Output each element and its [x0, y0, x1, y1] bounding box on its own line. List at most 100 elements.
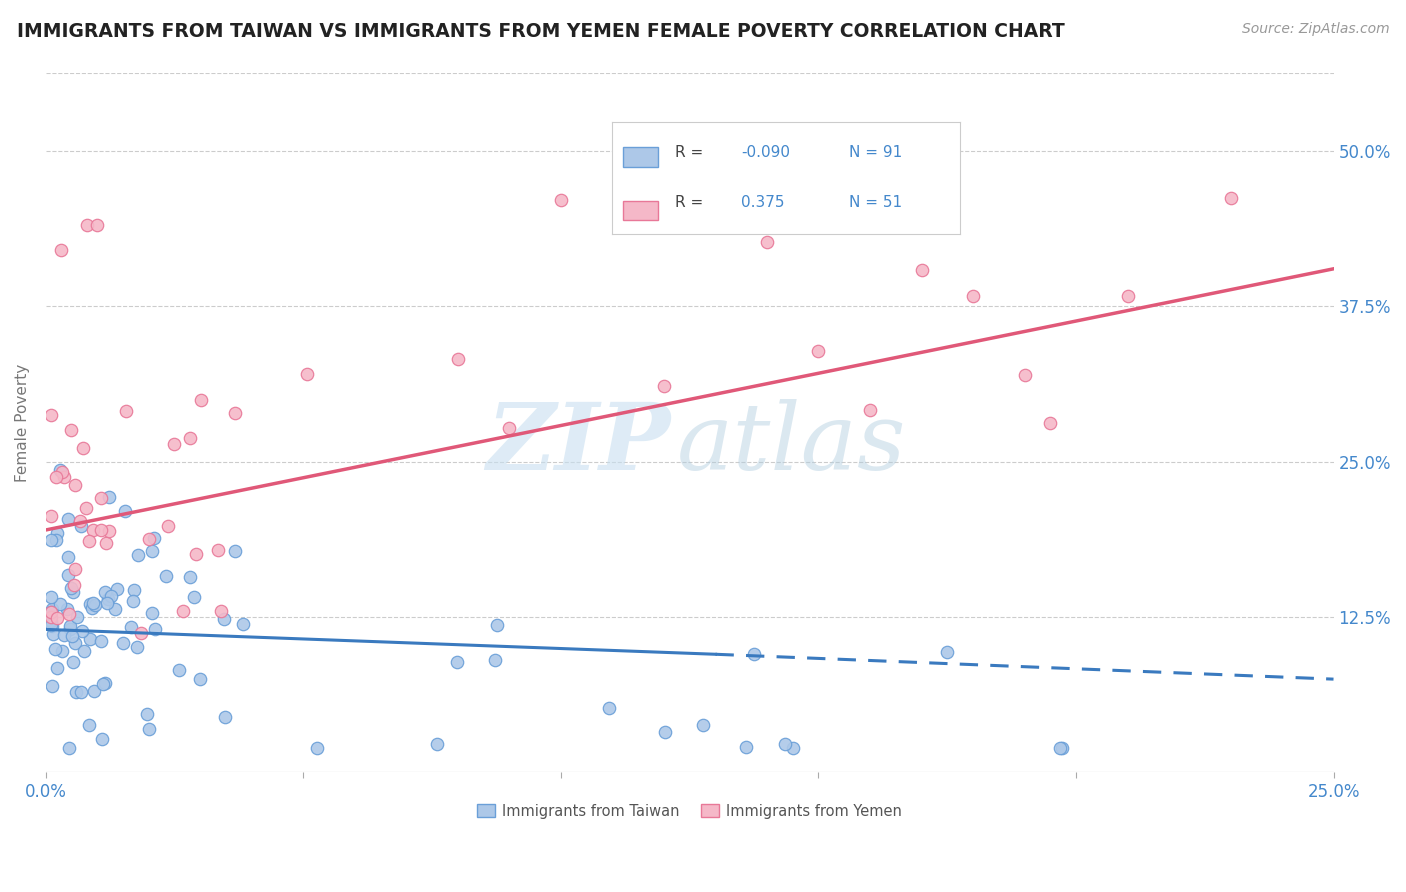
Point: [756, 235, 779, 250]
Point: [484, 653, 506, 667]
Point: [46, 661, 69, 675]
Point: [141, 544, 163, 558]
Point: [70, 519, 93, 533]
Point: [910, 263, 932, 277]
Point: [51, 243, 73, 257]
Point: [207, 542, 229, 557]
Point: [1219, 191, 1241, 205]
Point: [742, 647, 765, 661]
Point: [143, 622, 166, 636]
Point: [138, 722, 160, 736]
Point: [124, 583, 146, 598]
Point: [224, 544, 246, 558]
Point: [56, 602, 79, 616]
Point: [224, 407, 246, 421]
Point: [58, 550, 80, 565]
Point: [598, 700, 620, 714]
Point: [112, 636, 135, 650]
Point: [97, 592, 120, 607]
Point: [83, 683, 105, 698]
Point: [114, 403, 136, 417]
Point: [41, 680, 63, 694]
Point: [70, 624, 93, 639]
Point: [138, 533, 160, 547]
Point: [58, 607, 80, 622]
Point: [44, 642, 66, 657]
Point: [94, 676, 117, 690]
Point: [48, 597, 70, 611]
Point: [486, 618, 509, 632]
Point: [859, 402, 882, 417]
Point: [426, 737, 449, 751]
Point: [42, 627, 65, 641]
Point: [45, 469, 67, 483]
Point: [72, 441, 94, 455]
Point: [652, 378, 675, 392]
Point: [39, 617, 62, 632]
Point: [75, 501, 97, 516]
Text: IMMIGRANTS FROM TAIWAN VS IMMIGRANTS FROM YEMEN FEMALE POVERTY CORRELATION CHART: IMMIGRANTS FROM TAIWAN VS IMMIGRANTS FRO…: [17, 22, 1064, 41]
Point: [39, 605, 62, 619]
Point: [51, 465, 73, 479]
Point: [65, 685, 87, 699]
Point: [121, 594, 143, 608]
Point: [131, 626, 153, 640]
Point: [807, 344, 830, 359]
Point: [53, 470, 76, 484]
Point: [1050, 740, 1073, 755]
Point: [94, 536, 117, 550]
Point: [69, 685, 91, 699]
Legend: Immigrants from Taiwan, Immigrants from Yemen: Immigrants from Taiwan, Immigrants from …: [471, 797, 908, 824]
Point: [97, 490, 120, 504]
Point: [136, 707, 159, 722]
Point: [775, 737, 797, 751]
Point: [172, 604, 194, 618]
Text: atlas: atlas: [676, 399, 907, 489]
Point: [735, 739, 758, 754]
Point: [66, 610, 89, 624]
Point: [1049, 740, 1071, 755]
Point: [80, 600, 103, 615]
Point: [59, 581, 82, 595]
Point: [692, 718, 714, 732]
Point: [39, 591, 62, 605]
Point: [114, 504, 136, 518]
Point: [39, 610, 62, 624]
Point: [143, 532, 166, 546]
Point: [79, 597, 101, 611]
Point: [163, 437, 186, 451]
Point: [96, 596, 118, 610]
Point: [936, 645, 959, 659]
Point: [214, 612, 236, 626]
Point: [155, 569, 177, 583]
Point: [39, 614, 62, 628]
Point: [51, 644, 73, 658]
Point: [90, 524, 112, 538]
Point: [550, 194, 572, 208]
Point: [184, 547, 207, 561]
Point: [41, 601, 63, 615]
Point: [179, 570, 201, 584]
Point: [62, 585, 84, 599]
Point: [127, 640, 149, 654]
Point: [91, 732, 114, 747]
Point: [782, 740, 804, 755]
Point: [63, 478, 86, 492]
Point: [1039, 416, 1062, 430]
Point: [72, 644, 94, 658]
Point: [295, 368, 318, 382]
Point: [82, 596, 104, 610]
Point: [59, 423, 82, 437]
Point: [141, 607, 163, 621]
Point: [82, 523, 104, 537]
Point: [157, 519, 180, 533]
Point: [91, 677, 114, 691]
Point: [107, 582, 129, 597]
Point: [59, 619, 82, 633]
Point: [48, 463, 70, 477]
Point: [39, 605, 62, 619]
Point: [104, 601, 127, 615]
Point: [59, 622, 82, 636]
Point: [39, 408, 62, 422]
Point: [58, 740, 80, 755]
